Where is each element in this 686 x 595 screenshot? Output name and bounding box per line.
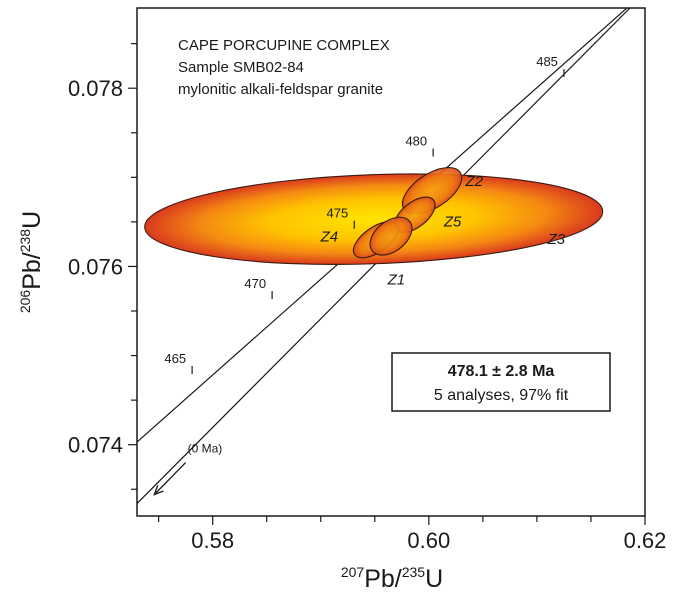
- title-line-3: mylonitic alkali-feldspar granite: [178, 81, 383, 98]
- ellipse-label-z5: Z5: [443, 213, 462, 230]
- age-label-470: 470: [244, 276, 266, 291]
- result-age: 478.1 ± 2.8 Ma: [448, 363, 555, 380]
- x-tick-label-0.60: 0.60: [407, 528, 450, 553]
- y-tick-label-0.076: 0.076: [68, 254, 123, 279]
- x-axis-title: 207Pb/235U: [341, 564, 443, 593]
- age-label-480: 480: [405, 133, 427, 148]
- ellipse-label-z3: Z3: [547, 231, 566, 248]
- result-box: [391, 352, 611, 412]
- zero-age-label: (0 Ma): [188, 442, 223, 456]
- result-note: 5 analyses, 97% fit: [434, 387, 569, 404]
- x-tick-label-0.62: 0.62: [624, 528, 667, 553]
- age-label-475: 475: [327, 206, 349, 221]
- title-line-2: Sample SMB02-84: [178, 59, 304, 76]
- y-axis-title: 206Pb/238U: [17, 211, 46, 313]
- ellipse-label-z1: Z1: [387, 271, 406, 288]
- title-line-1: CAPE PORCUPINE COMPLEX: [178, 37, 390, 54]
- ellipse-label-z2: Z2: [464, 173, 483, 190]
- y-tick-label-0.074: 0.074: [68, 433, 123, 458]
- y-tick-label-0.078: 0.078: [68, 76, 123, 101]
- zero-age-arrow-head: [153, 485, 164, 496]
- ellipse-z3: [144, 173, 604, 266]
- age-label-465: 465: [164, 351, 186, 366]
- x-tick-label-0.58: 0.58: [191, 528, 234, 553]
- ellipse-z1: [369, 216, 413, 256]
- ellipse-label-z4: Z4: [320, 229, 339, 246]
- zero-age-arrow-line: [153, 462, 187, 496]
- plot-frame: [136, 7, 646, 517]
- age-label-485: 485: [536, 54, 558, 69]
